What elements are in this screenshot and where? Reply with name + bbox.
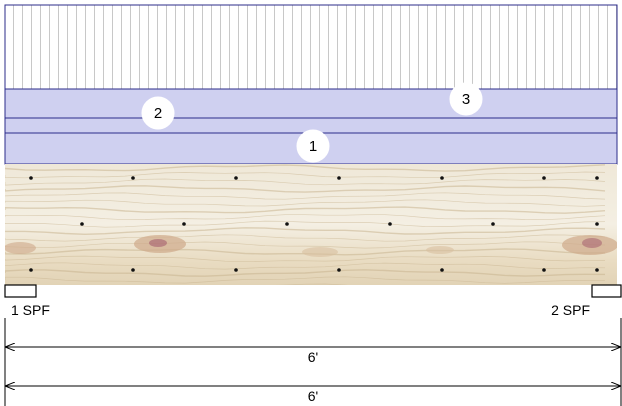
grain-line bbox=[5, 214, 606, 221]
grain-line bbox=[5, 206, 606, 214]
nail-dot bbox=[440, 176, 444, 180]
layer-marker-2-circle bbox=[141, 96, 175, 130]
dimension-label-bottom: 6' bbox=[308, 388, 318, 404]
wood-knot bbox=[5, 242, 36, 254]
nail-dot bbox=[337, 176, 341, 180]
nail-dot bbox=[595, 268, 599, 272]
nail-dot bbox=[388, 222, 392, 226]
layer-marker-3-circle bbox=[449, 82, 483, 116]
wood-grain bbox=[5, 164, 606, 285]
grain-line bbox=[5, 185, 606, 193]
sheathing-band-upper bbox=[4, 88, 618, 119]
dimension-label-top: 6' bbox=[308, 349, 318, 365]
grain-line bbox=[5, 276, 606, 284]
nail-dot bbox=[542, 268, 546, 272]
grain-line bbox=[5, 248, 606, 256]
grain-line bbox=[5, 171, 606, 179]
nail-dot bbox=[542, 176, 546, 180]
nail-dot bbox=[285, 222, 289, 226]
grain-line bbox=[5, 220, 606, 228]
wood-knot bbox=[426, 246, 454, 254]
wood-knot bbox=[582, 238, 602, 248]
nail-dot bbox=[182, 222, 186, 226]
layer-marker-2-label: 2 bbox=[154, 105, 162, 122]
nail-dot bbox=[595, 176, 599, 180]
nail-dot bbox=[595, 222, 599, 226]
grain-line bbox=[5, 269, 606, 277]
layer-marker-2: 2 bbox=[141, 96, 175, 130]
grain-line bbox=[5, 199, 606, 207]
wood-knot bbox=[302, 247, 338, 257]
nail-pattern bbox=[29, 176, 599, 272]
grain-line bbox=[5, 192, 606, 200]
hatched-panel bbox=[4, 4, 618, 90]
layer-marker-3: 3 bbox=[449, 82, 483, 116]
wood-knot bbox=[149, 239, 167, 247]
nail-dot bbox=[234, 176, 238, 180]
nail-dot bbox=[440, 268, 444, 272]
grain-line bbox=[5, 283, 348, 285]
grain-line bbox=[5, 262, 606, 270]
nail-dot bbox=[131, 176, 135, 180]
wood-beam bbox=[5, 164, 617, 285]
grain-line bbox=[5, 164, 606, 172]
support-right-label: 2 SPF bbox=[551, 302, 590, 318]
grain-line bbox=[5, 227, 606, 236]
nail-dot bbox=[234, 268, 238, 272]
grain-line bbox=[5, 234, 606, 242]
layer-marker-1-label: 1 bbox=[309, 138, 317, 155]
layer-marker-1: 1 bbox=[296, 129, 330, 163]
grain-line bbox=[5, 241, 606, 249]
grain-line bbox=[5, 255, 606, 263]
nail-dot bbox=[80, 222, 84, 226]
nail-dot bbox=[491, 222, 495, 226]
nail-dot bbox=[337, 268, 341, 272]
nail-dot bbox=[131, 268, 135, 272]
support-left bbox=[4, 284, 37, 298]
layer-marker-3-label: 3 bbox=[462, 91, 470, 108]
nail-dot bbox=[29, 268, 33, 272]
layer-marker-1-circle bbox=[296, 129, 330, 163]
grain-line bbox=[5, 178, 606, 186]
support-left-label: 1 SPF bbox=[11, 302, 50, 318]
support-right bbox=[591, 284, 622, 298]
nail-dot bbox=[29, 176, 33, 180]
